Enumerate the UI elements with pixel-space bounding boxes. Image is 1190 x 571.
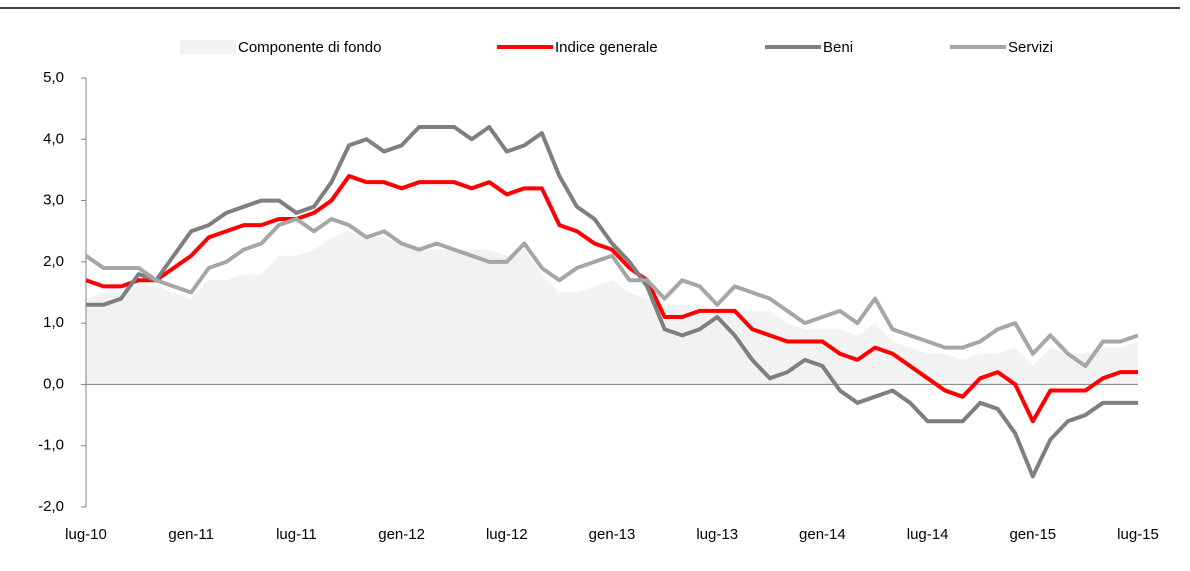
x-tick-label: lug-12: [486, 526, 528, 543]
x-tick-label: lug-11: [276, 526, 317, 543]
x-tick-label: gen-13: [589, 526, 636, 543]
legend-label: Indice generale: [555, 39, 658, 56]
x-tick-label: gen-12: [378, 526, 425, 543]
x-tick-label: lug-14: [907, 526, 949, 543]
line: [84, 216, 1139, 369]
legend-label: Servizi: [1008, 39, 1053, 56]
x-tick-label: gen-15: [1009, 526, 1056, 543]
legend-swatch: [180, 40, 236, 54]
y-tick-label: -2,0: [38, 498, 64, 515]
legend-label: Beni: [823, 39, 853, 56]
y-tick-label: 0,0: [43, 375, 64, 392]
y-tick-label: 3,0: [43, 192, 64, 209]
legend-label: Componente di fondo: [238, 39, 381, 56]
y-tick-label: -1,0: [38, 437, 64, 454]
x-tick-label: gen-11: [168, 526, 214, 543]
x-tick-label: lug-10: [65, 526, 107, 543]
y-tick-label: 2,0: [43, 253, 64, 270]
y-tick-label: 4,0: [43, 130, 64, 147]
x-tick-label: lug-15: [1117, 526, 1159, 543]
line: [85, 174, 1138, 424]
y-tick-label: 1,0: [43, 314, 64, 331]
line: [86, 125, 1138, 479]
y-tick-label: 5,0: [43, 69, 64, 86]
x-tick-label: gen-14: [799, 526, 846, 543]
x-tick-label: lug-13: [696, 526, 738, 543]
